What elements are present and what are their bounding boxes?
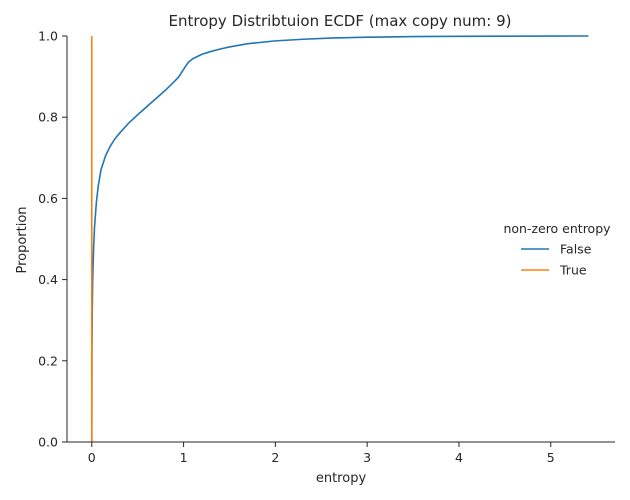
chart-title: Entropy Distribtuion ECDF (max copy num:… (169, 12, 512, 30)
plot-lines (90, 35, 589, 443)
x-tick-label: 3 (363, 450, 371, 465)
legend-label-false: False (560, 242, 592, 257)
x-tick-label: 2 (271, 450, 279, 465)
y-ticks: 0.0 0.2 0.4 0.6 0.8 1.0 (38, 29, 67, 450)
y-tick-label: 0.8 (38, 110, 58, 125)
y-tick-label: 0.6 (38, 191, 58, 206)
y-tick-label: 1.0 (38, 29, 58, 44)
x-tick-label: 4 (455, 450, 463, 465)
legend-label-true: True (559, 263, 587, 278)
y-tick-label: 0.0 (38, 435, 58, 450)
x-ticks: 0 1 2 3 4 5 (88, 442, 555, 465)
y-tick-label: 0.4 (38, 272, 58, 287)
legend-title: non-zero entropy (503, 221, 611, 236)
legend-entries: False True (521, 242, 592, 278)
x-tick-label: 5 (547, 450, 555, 465)
y-axis-label: Proportion (15, 206, 30, 273)
x-tick-label: 0 (88, 450, 96, 465)
y-tick-label: 0.2 (38, 353, 58, 368)
x-axis-label: entropy (316, 471, 367, 486)
x-tick-label: 1 (180, 450, 188, 465)
legend: non-zero entropy False True (503, 221, 611, 278)
series-line-false (90, 35, 589, 443)
